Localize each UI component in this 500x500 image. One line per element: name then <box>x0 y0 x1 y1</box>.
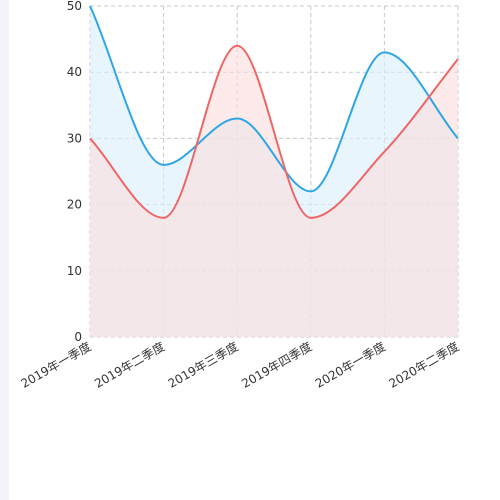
series-2-area <box>90 45 458 337</box>
x-tick-label: 2019年三季度 <box>165 339 241 391</box>
series-areas <box>90 6 458 337</box>
y-axis-ticks: 0 10 20 30 40 50 <box>67 0 82 344</box>
x-tick-label: 2019年一季度 <box>18 339 94 391</box>
y-tick-label: 50 <box>67 0 82 13</box>
x-tick-label: 2020年二季度 <box>386 339 462 391</box>
left-sidebar-strip <box>0 0 9 500</box>
x-tick-label: 2019年四季度 <box>239 339 315 391</box>
y-tick-label: 10 <box>67 264 82 278</box>
x-tick-label: 2019年二季度 <box>92 339 168 391</box>
series-lines <box>89 5 459 219</box>
y-tick-label: 0 <box>74 330 82 344</box>
y-tick-label: 40 <box>67 65 82 79</box>
series-2-line[interactable] <box>89 44 459 219</box>
x-tick-label: 2020年一季度 <box>312 339 388 391</box>
series-1-line[interactable] <box>89 5 459 193</box>
x-axis-ticks: 2019年一季度2019年二季度2019年三季度2019年四季度2020年一季度… <box>18 339 462 391</box>
y-tick-label: 20 <box>67 198 82 212</box>
y-tick-label: 30 <box>67 131 82 145</box>
